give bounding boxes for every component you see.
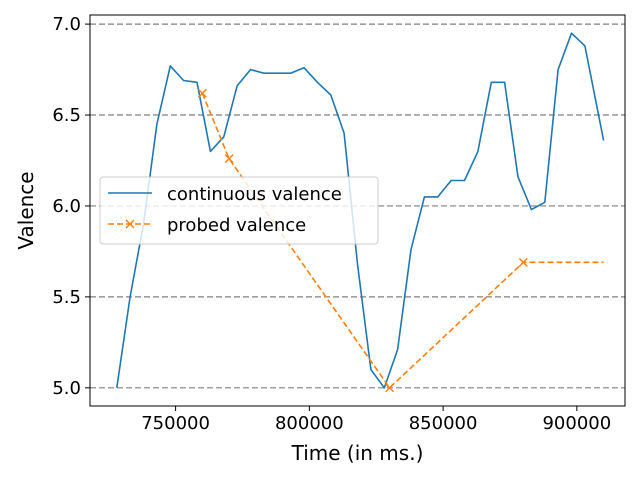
series-line-0	[116, 32, 605, 389]
series-1-marker-3	[518, 257, 528, 267]
y-tick-label-2: 6.0	[52, 196, 81, 217]
marker-stroke-b	[518, 257, 528, 267]
series-1-marker-2	[385, 383, 395, 393]
marker-stroke-b	[224, 154, 234, 164]
plot-frame	[89, 14, 626, 407]
marker-stroke-b	[385, 383, 395, 393]
y-axis-title: Valence	[14, 171, 38, 249]
x-axis-title: Time (in ms.)	[291, 441, 424, 465]
legend-label-0: continuous valence	[167, 184, 342, 205]
legend-label-1: probed valence	[167, 215, 306, 236]
y-tick-label-0: 5.0	[52, 378, 81, 399]
series-1-marker-0	[197, 88, 207, 98]
legend: continuous valence probed valence	[99, 176, 379, 245]
x-tick-label-2: 850000	[409, 413, 478, 434]
y-tick-label-1: 5.5	[52, 287, 81, 308]
legend-marker-b-1	[125, 219, 135, 229]
x-tick-label-1: 800000	[275, 413, 344, 434]
y-tick-label-3: 6.5	[52, 105, 81, 126]
series-line-1	[201, 92, 604, 389]
marker-stroke-b	[197, 88, 207, 98]
legend-box	[99, 176, 379, 245]
x-tick-label-3: 900000	[542, 413, 611, 434]
series-1-marker-1	[224, 154, 234, 164]
axis-ticks: 750000 800000 850000 900000 5.0 5.5 6.0 6.5 7.0	[52, 14, 611, 434]
grid-lines	[90, 23, 625, 389]
x-tick-label-0: 750000	[141, 413, 210, 434]
series-lines	[116, 32, 605, 393]
y-tick-label-4: 7.0	[52, 14, 81, 35]
